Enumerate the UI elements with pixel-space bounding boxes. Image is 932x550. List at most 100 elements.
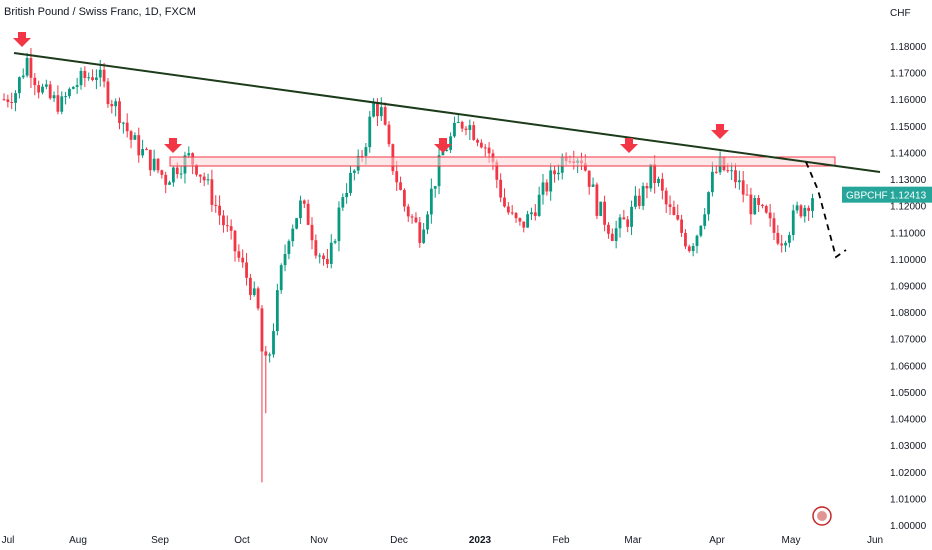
price-tick-label: 1.06000 (890, 361, 927, 372)
price-tick-label: 1.00000 (890, 521, 927, 532)
candle-body (445, 149, 449, 151)
candle-body (148, 149, 152, 171)
candle-body (437, 155, 441, 187)
candle-body (684, 232, 687, 247)
candle-body (175, 167, 179, 175)
candle-body (279, 265, 283, 291)
price-tick-label: 1.04000 (890, 415, 927, 426)
candle-body (599, 201, 603, 216)
last-price-tag: GBPCHF 1.12413 (842, 186, 932, 203)
candle-body (622, 217, 626, 220)
candle-body (506, 206, 510, 213)
last-price-symbol: GBPCHF (846, 191, 888, 202)
candle-body (429, 188, 433, 215)
candle-body (807, 207, 811, 211)
time-tick-label: Oct (234, 535, 250, 546)
candle-body (368, 116, 372, 148)
candle-body (456, 121, 460, 123)
candle-body (179, 173, 183, 175)
candle-body (71, 86, 75, 89)
candle-body (352, 170, 356, 173)
candle-body (372, 102, 375, 117)
candle-body (64, 96, 67, 98)
projection-path[interactable] (805, 161, 847, 259)
price-axis[interactable]: 1.18000 1.17000 1.16000 1.15000 1.14000 1.130… (890, 42, 927, 532)
candle-body (141, 149, 144, 156)
candle-body (318, 255, 322, 257)
logo-core (817, 511, 827, 521)
time-tick-label: Mar (624, 535, 642, 546)
candle-body (91, 77, 94, 80)
candle-body (329, 242, 333, 264)
candle-body (168, 182, 171, 185)
candle-body (187, 153, 191, 156)
candle-body (449, 136, 452, 150)
time-axis[interactable]: Jul Aug Sep Oct Nov Dec 2023 Feb Mar Apr May Jun (2, 535, 883, 546)
candle-body (198, 174, 202, 177)
candle-body (495, 162, 499, 180)
candle-body (707, 192, 710, 215)
candle-body (614, 228, 618, 241)
drawing-overlays (13, 32, 881, 259)
candle-body (530, 212, 533, 215)
candle-body (241, 257, 245, 263)
candle-body (680, 219, 683, 233)
time-tick-label: Jul (2, 535, 15, 546)
candle-body (788, 235, 791, 243)
candle-body (726, 170, 730, 172)
candle-body (772, 218, 776, 233)
candle-body (225, 225, 229, 227)
tradingview-logo[interactable] (812, 506, 832, 526)
time-tick-label: Apr (709, 535, 725, 546)
candle-body (195, 164, 198, 175)
candle-body (422, 229, 426, 243)
candle-body (630, 206, 633, 227)
candle-body (287, 241, 291, 255)
candle-body (414, 217, 418, 223)
candle-body (52, 95, 56, 99)
trendline[interactable] (13, 52, 881, 173)
candle-body (660, 178, 664, 191)
time-tick-label: Nov (310, 535, 328, 546)
price-tick-label: 1.08000 (890, 308, 927, 319)
candle-body (237, 251, 241, 258)
candle-body (549, 170, 553, 192)
candle-body (480, 142, 483, 148)
candle-body (6, 99, 10, 103)
candle-body (649, 164, 653, 189)
candle-body (349, 172, 352, 193)
candle-body (460, 121, 464, 129)
candle-body (687, 246, 691, 252)
candle-body (799, 205, 803, 217)
candle-body (764, 206, 768, 213)
candle-body (133, 135, 137, 140)
candle-body (260, 308, 264, 352)
candle-body (757, 198, 760, 205)
candle-body (68, 88, 71, 97)
time-tick-label: May (782, 535, 801, 546)
candle-body (256, 288, 260, 309)
candle-body (668, 204, 672, 207)
candle-body (333, 241, 337, 243)
candle-body (341, 197, 345, 208)
time-tick-label: Feb (552, 535, 570, 546)
candle-body (87, 77, 91, 79)
resistance-zone[interactable] (169, 156, 836, 167)
chart-title: British Pound / Swiss Franc, 1D, FXCM (4, 6, 196, 18)
time-tick-label: Jun (867, 535, 883, 546)
candle-body (245, 262, 248, 278)
candle-body (645, 186, 649, 189)
candle-body (406, 206, 410, 217)
candle-body (533, 212, 537, 216)
candle-body (202, 176, 206, 181)
candle-body (768, 212, 772, 219)
logo-ring (812, 506, 832, 526)
candle-body (249, 277, 252, 296)
candle-body (795, 205, 799, 211)
price-tick-label: 1.15000 (890, 122, 927, 133)
candle-body (691, 246, 695, 252)
candle-body (272, 331, 275, 355)
candle-body (110, 104, 114, 107)
candle-body (376, 102, 379, 117)
